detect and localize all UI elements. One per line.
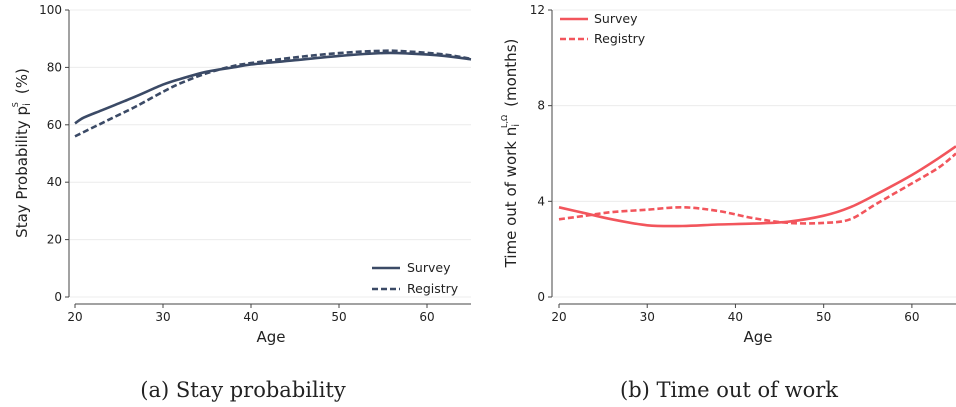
legend-label-registry: Registry <box>407 281 459 296</box>
y-axis-label-main: Time out of work n <box>502 127 520 269</box>
y-axis-label-superscript: L,Ω <box>500 115 509 128</box>
x-ticks: 20 30 40 50 60 <box>67 304 435 324</box>
y-tick-label: 4 <box>537 194 545 208</box>
series-line-registry <box>558 152 956 225</box>
y-tick-label: 60 <box>47 118 62 132</box>
grid <box>553 9 956 298</box>
x-tick-label: 40 <box>728 310 743 324</box>
y-axis-label-subscript: i <box>22 103 33 106</box>
series-line-registry <box>74 49 472 138</box>
x-ticks: 20 30 40 50 60 <box>551 304 920 324</box>
x-tick-label: 50 <box>331 310 346 324</box>
y-axis-label-subscript: i <box>511 124 522 127</box>
series-line-survey <box>74 51 472 125</box>
y-tick-label: 8 <box>537 99 545 113</box>
series-group <box>74 49 472 138</box>
y-ticks: 0 4 8 12 <box>530 3 552 304</box>
x-tick-label: 60 <box>904 310 919 324</box>
y-tick-label: 80 <box>47 60 62 74</box>
y-tick-label: 20 <box>47 233 62 247</box>
y-tick-label: 40 <box>47 175 62 189</box>
stay-probability-chart: 0 20 40 60 80 100 20 30 40 50 60 Age Stay Probabi… <box>11 3 472 402</box>
grid <box>70 9 471 298</box>
x-tick-label: 50 <box>816 310 831 324</box>
legend-label-registry: Registry <box>594 31 646 46</box>
series-group <box>558 145 956 228</box>
x-tick-label: 20 <box>551 310 566 324</box>
time-out-of-work-chart: 0 4 8 12 20 30 40 50 60 Age Time out of work ni… <box>500 3 956 402</box>
x-tick-label: 20 <box>67 310 82 324</box>
legend-label-survey: Survey <box>594 11 638 26</box>
y-tick-label: 0 <box>537 290 545 304</box>
caption: (a) Stay probability <box>140 378 346 402</box>
series-line-survey <box>558 145 956 228</box>
y-axis-label-superscript: S <box>11 102 20 107</box>
x-tick-label: 30 <box>155 310 170 324</box>
legend-label-survey: Survey <box>407 260 451 275</box>
y-axis-label: Stay Probability piS (%) <box>11 68 33 238</box>
x-tick-label: 40 <box>243 310 258 324</box>
y-axis-label-unit: (%) <box>13 68 31 94</box>
x-axis-label: Age <box>256 328 285 346</box>
x-axis-label: Age <box>743 328 772 346</box>
y-ticks: 0 20 40 60 80 100 <box>39 3 69 304</box>
legend: Survey Registry <box>372 260 459 296</box>
x-tick-label: 30 <box>640 310 655 324</box>
y-tick-label: 12 <box>530 3 545 17</box>
y-tick-label: 100 <box>39 3 62 17</box>
x-tick-label: 60 <box>419 310 434 324</box>
y-axis-label-unit: (months) <box>502 39 520 107</box>
y-tick-label: 0 <box>54 290 62 304</box>
y-axis-label-main: Stay Probability p <box>13 106 31 238</box>
legend: Survey Registry <box>560 11 646 46</box>
y-axis-label: Time out of work niL,Ω (months) <box>500 39 522 269</box>
caption: (b) Time out of work <box>620 378 838 402</box>
